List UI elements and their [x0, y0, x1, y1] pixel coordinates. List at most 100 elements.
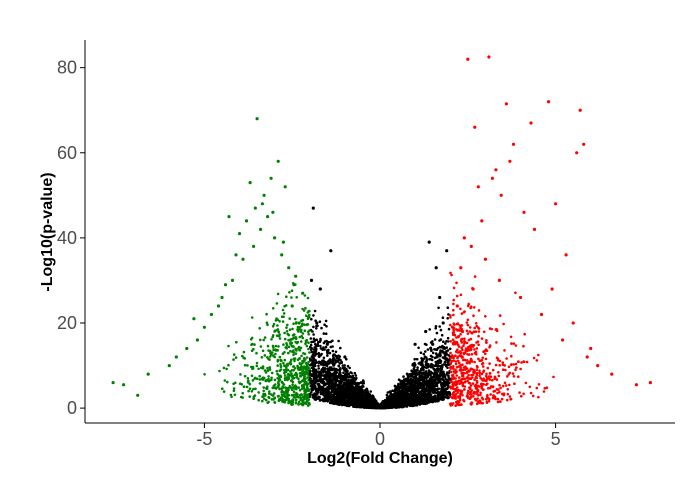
data-point-down — [273, 236, 277, 240]
data-point-up — [466, 57, 470, 61]
data-point-down — [167, 364, 171, 368]
data-point-up — [522, 210, 526, 214]
data-point-not_significant — [315, 321, 319, 325]
data-point-up — [471, 287, 475, 291]
data-point-not_significant — [346, 372, 350, 376]
data-point-up — [610, 372, 614, 376]
data-point-down — [266, 215, 270, 219]
data-point-down — [283, 185, 287, 189]
data-point-up — [480, 219, 484, 223]
data-point-down — [290, 304, 294, 308]
data-point-down — [234, 253, 238, 257]
data-point-down — [287, 266, 291, 270]
y-axis-ticks: 0 20 40 60 80 — [57, 58, 85, 418]
data-point-down — [262, 193, 266, 197]
data-point-not_significant — [427, 240, 431, 244]
data-point-not_significant — [309, 278, 314, 282]
data-point-up — [497, 278, 501, 282]
y-tick-label: 40 — [57, 228, 77, 248]
data-point-down — [230, 278, 235, 282]
data-point-down — [223, 283, 228, 287]
data-point-down — [241, 257, 245, 261]
y-axis-title: -Log10(p-value) — [39, 172, 56, 291]
data-point-down — [244, 219, 249, 223]
data-point-up — [459, 266, 463, 270]
data-point-not_significant — [399, 385, 403, 389]
data-point-up — [578, 108, 582, 112]
data-point-down — [292, 283, 296, 287]
data-point-not_significant — [329, 249, 333, 253]
data-point-up — [596, 364, 600, 368]
data-point-up — [487, 55, 491, 59]
data-point-up — [547, 100, 551, 104]
data-point-up — [571, 321, 575, 325]
data-point-down — [209, 312, 213, 317]
data-point-not_significant — [336, 359, 340, 363]
x-tick-label: 5 — [551, 429, 561, 449]
data-point-not_significant — [378, 405, 382, 409]
data-point-up — [490, 176, 494, 180]
data-point-not_significant — [431, 342, 435, 346]
data-point-down — [174, 355, 178, 359]
data-point-up — [518, 295, 523, 300]
data-point-up — [494, 168, 498, 172]
data-point-down — [294, 274, 298, 278]
data-point-not_significant — [388, 398, 393, 402]
y-tick-label: 80 — [57, 58, 77, 78]
data-point-not_significant — [434, 266, 438, 270]
data-point-not_significant — [367, 398, 372, 402]
y-tick-label: 0 — [67, 398, 77, 418]
x-tick-label: -5 — [196, 429, 212, 449]
data-point-up — [462, 236, 466, 240]
data-point-down — [227, 215, 231, 219]
data-point-not_significant — [438, 295, 442, 300]
data-point-up — [634, 383, 639, 387]
x-axis-title: Log2(Fold Change) — [307, 450, 453, 467]
data-point-down — [255, 117, 259, 121]
data-point-not_significant — [410, 372, 414, 376]
data-point-down — [111, 381, 115, 385]
data-point-down — [301, 291, 305, 295]
data-point-up — [564, 253, 568, 257]
data-point-not_significant — [311, 206, 315, 210]
data-point-up — [585, 355, 589, 359]
data-point-up — [473, 125, 477, 129]
data-point-up — [529, 121, 533, 125]
data-point-up — [504, 102, 508, 106]
data-point-up — [483, 257, 487, 261]
data-point-down — [248, 181, 252, 185]
data-point-up — [469, 244, 473, 248]
data-point-down — [136, 393, 140, 397]
data-point-up — [539, 312, 544, 317]
data-point-down — [297, 321, 301, 325]
data-point-up — [511, 142, 516, 146]
data-point-up — [532, 227, 537, 231]
data-point-down — [195, 338, 199, 342]
point-cloud — [203, 271, 555, 410]
data-point-down — [122, 383, 126, 387]
y-tick-label: 60 — [57, 143, 77, 163]
data-point-down — [220, 295, 224, 300]
data-point-down — [259, 227, 263, 231]
y-tick-label: 20 — [57, 313, 77, 333]
data-point-up — [508, 159, 512, 163]
data-point-not_significant — [325, 342, 329, 346]
data-point-up — [648, 381, 653, 385]
data-point-down — [276, 159, 280, 163]
data-point-up — [554, 202, 558, 206]
data-point-up — [455, 304, 459, 308]
data-point-not_significant — [424, 329, 428, 334]
data-point-down — [146, 372, 150, 376]
data-point-up — [582, 142, 586, 146]
data-point-down — [271, 210, 275, 214]
data-point-down — [185, 346, 189, 351]
data-point-up — [550, 287, 554, 291]
data-point-down — [281, 240, 285, 244]
data-point-up — [589, 346, 593, 351]
data-point-up — [561, 338, 565, 342]
data-point-up — [499, 193, 503, 197]
data-point-down — [253, 206, 257, 210]
x-tick-label: 0 — [375, 429, 385, 449]
data-points — [111, 55, 653, 409]
data-point-not_significant — [357, 385, 361, 389]
